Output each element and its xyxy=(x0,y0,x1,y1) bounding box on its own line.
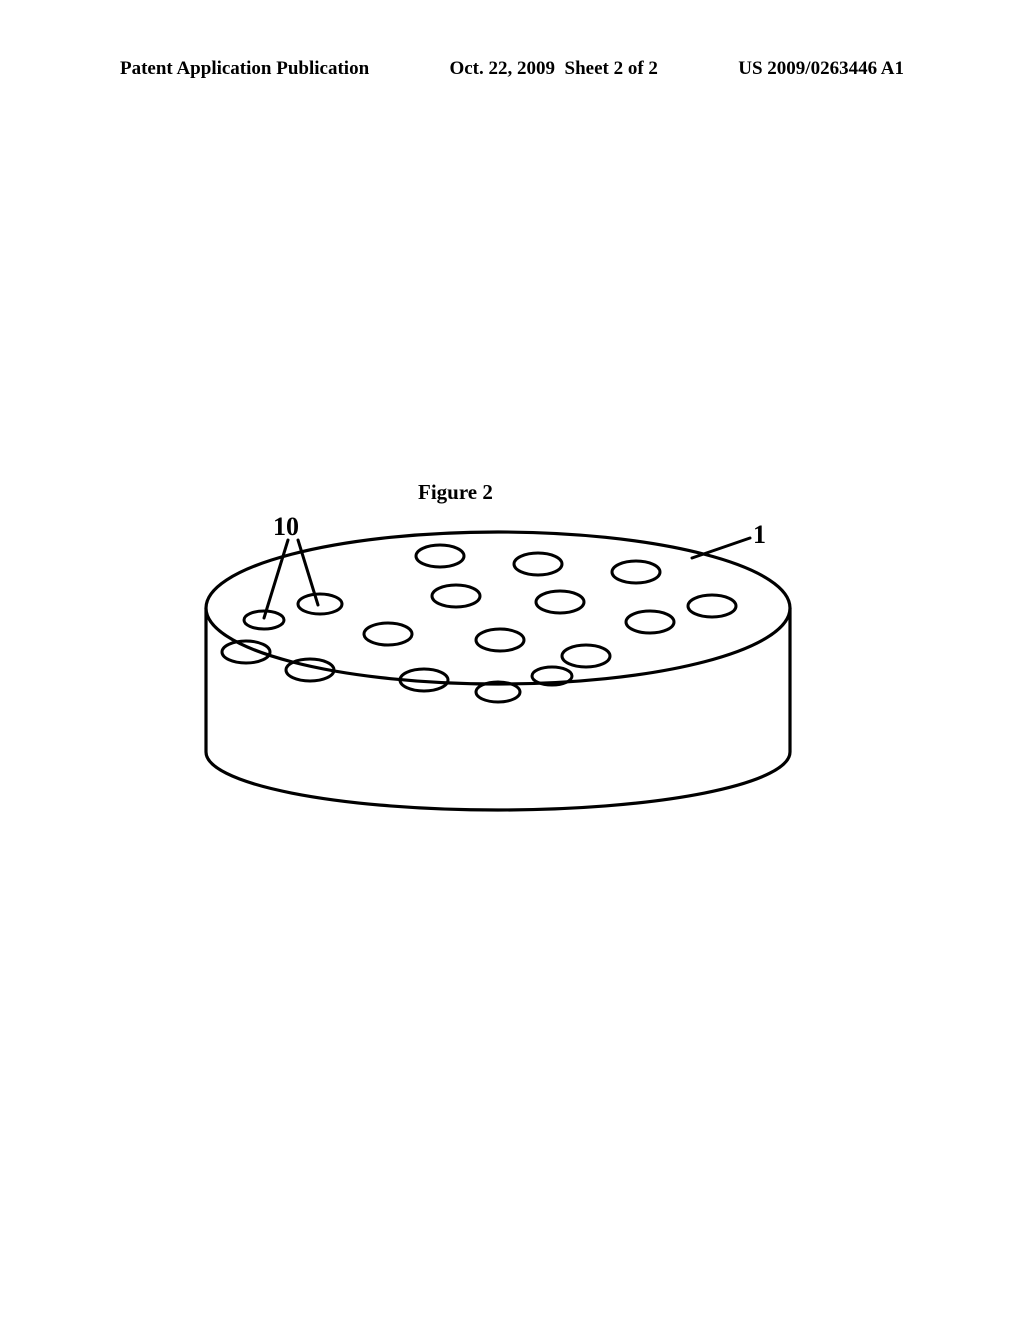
figure-svg xyxy=(0,0,1024,1320)
figure-drawing xyxy=(0,0,1024,1325)
page: Patent Application Publication Oct. 22, … xyxy=(0,0,1024,1320)
